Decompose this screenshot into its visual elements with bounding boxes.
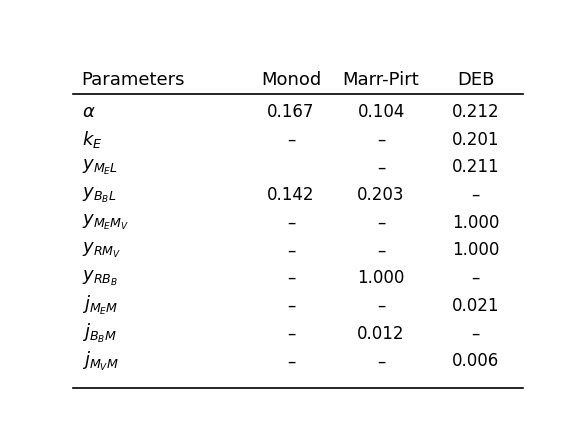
Text: 0.012: 0.012 [357,324,405,342]
Text: –: – [287,324,295,342]
Text: –: – [377,130,385,148]
Text: 1.000: 1.000 [452,213,499,231]
Text: $j_{M_{E}M}$: $j_{M_{E}M}$ [81,293,118,317]
Text: $y_{M_{E}L}$: $y_{M_{E}L}$ [81,157,118,177]
Text: –: – [287,241,295,259]
Text: –: – [287,213,295,231]
Text: –: – [287,296,295,314]
Text: Marr-Pirt: Marr-Pirt [343,71,419,89]
Text: $y_{RM_{V}}$: $y_{RM_{V}}$ [81,240,121,259]
Text: Monod: Monod [261,71,321,89]
Text: –: – [377,213,385,231]
Text: 0.021: 0.021 [452,296,500,314]
Text: –: – [377,241,385,259]
Text: 1.000: 1.000 [357,268,405,286]
Text: $y_{M_{E}M_{V}}$: $y_{M_{E}M_{V}}$ [81,213,129,232]
Text: DEB: DEB [457,71,494,89]
Text: 1.000: 1.000 [452,241,499,259]
Text: 0.104: 0.104 [357,102,405,120]
Text: $j_{M_{V}M}$: $j_{M_{V}M}$ [81,349,119,372]
Text: –: – [377,158,385,176]
Text: –: – [287,352,295,370]
Text: 0.201: 0.201 [452,130,500,148]
Text: –: – [287,268,295,286]
Text: $y_{RB_{B}}$: $y_{RB_{B}}$ [81,268,118,287]
Text: –: – [471,186,480,204]
Text: 0.142: 0.142 [267,186,315,204]
Text: $\alpha$: $\alpha$ [81,102,95,120]
Text: –: – [377,352,385,370]
Text: –: – [471,268,480,286]
Text: $y_{B_{B}L}$: $y_{B_{B}L}$ [81,185,116,204]
Text: $j_{B_{B}M}$: $j_{B_{B}M}$ [81,321,116,344]
Text: 0.006: 0.006 [452,352,499,370]
Text: $k_{E}$: $k_{E}$ [81,129,102,150]
Text: Parameters: Parameters [81,71,185,89]
Text: –: – [287,130,295,148]
Text: 0.203: 0.203 [357,186,405,204]
Text: 0.167: 0.167 [267,102,315,120]
Text: 0.211: 0.211 [452,158,500,176]
Text: –: – [377,296,385,314]
Text: 0.212: 0.212 [452,102,500,120]
Text: –: – [471,324,480,342]
